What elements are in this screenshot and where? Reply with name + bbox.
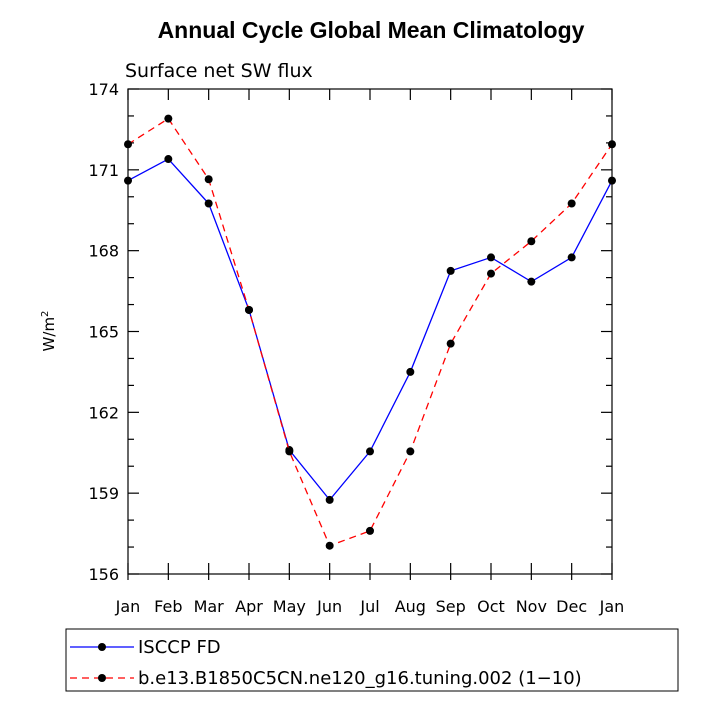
series-line [127, 117, 613, 547]
x-tick-label: Jan [115, 597, 141, 616]
data-point [527, 277, 536, 286]
data-point [285, 447, 294, 456]
series-0 [124, 155, 616, 504]
x-tick-label: Aug [395, 597, 426, 616]
legend-swatch-marker [98, 643, 106, 651]
data-point [164, 155, 173, 164]
data-point [406, 447, 415, 456]
series-1 [124, 114, 616, 550]
y-tick-label: 162 [88, 403, 119, 422]
chart-title: Annual Cycle Global Mean Climatology [158, 17, 585, 43]
x-tick-label: Feb [154, 597, 182, 616]
data-point [164, 114, 173, 123]
x-tick-label: Nov [516, 597, 547, 616]
legend-label: ISCCP FD [138, 637, 221, 658]
y-axis-label-base: W/m [40, 317, 58, 352]
data-point [608, 176, 616, 185]
legend-swatch-marker [98, 674, 106, 682]
x-tick-label: Jul [359, 597, 379, 616]
data-point [527, 237, 536, 246]
axes: 156 159 162 165 168 171 174 Jan Feb Mar Apr May Jun J… [88, 80, 624, 616]
y-axis-label-superscript: 2 [40, 311, 51, 317]
data-point [325, 541, 334, 550]
x-tick-label: Mar [194, 597, 225, 616]
data-point [446, 339, 455, 348]
data-point [487, 269, 495, 278]
y-tick-label: 165 [88, 323, 119, 342]
y-tick-label: 174 [88, 80, 119, 99]
y-tick-label: 171 [88, 161, 119, 180]
x-tick-label: Dec [556, 597, 587, 616]
legend: ISCCP FD b.e13.B1850C5CN.ne120_g16.tuning… [65, 628, 679, 692]
data-point [487, 253, 495, 262]
y-axis-label: W/m2 [40, 311, 58, 352]
x-tick-label: Sep [436, 597, 466, 616]
chart-subtitle: Surface net SW flux [125, 60, 313, 82]
data-point [245, 305, 253, 314]
data-point [567, 253, 576, 262]
x-tick-label: Jan [599, 597, 625, 616]
x-tick-label: Oct [477, 597, 505, 616]
legend-box [65, 628, 679, 692]
legend-label: b.e13.B1850C5CN.ne120_g16.tuning.002 (1−… [138, 668, 582, 689]
data-point [446, 266, 455, 275]
x-tick-label: May [273, 597, 306, 616]
data-point [204, 199, 213, 208]
data-point [608, 140, 616, 149]
y-tick-label: 168 [88, 242, 119, 261]
data-point [406, 367, 415, 376]
data-point [204, 175, 213, 184]
plot-frame [127, 88, 613, 575]
x-tick-label: Jun [316, 597, 342, 616]
y-tick-label: 159 [88, 484, 119, 503]
data-point [366, 526, 374, 535]
series-layer [124, 114, 616, 550]
data-point [567, 199, 576, 208]
data-point [124, 176, 132, 185]
data-point [325, 495, 334, 504]
x-tick-label: Apr [235, 597, 263, 616]
data-point [366, 447, 374, 456]
y-tick-label: 156 [88, 565, 119, 584]
data-point [124, 140, 132, 149]
